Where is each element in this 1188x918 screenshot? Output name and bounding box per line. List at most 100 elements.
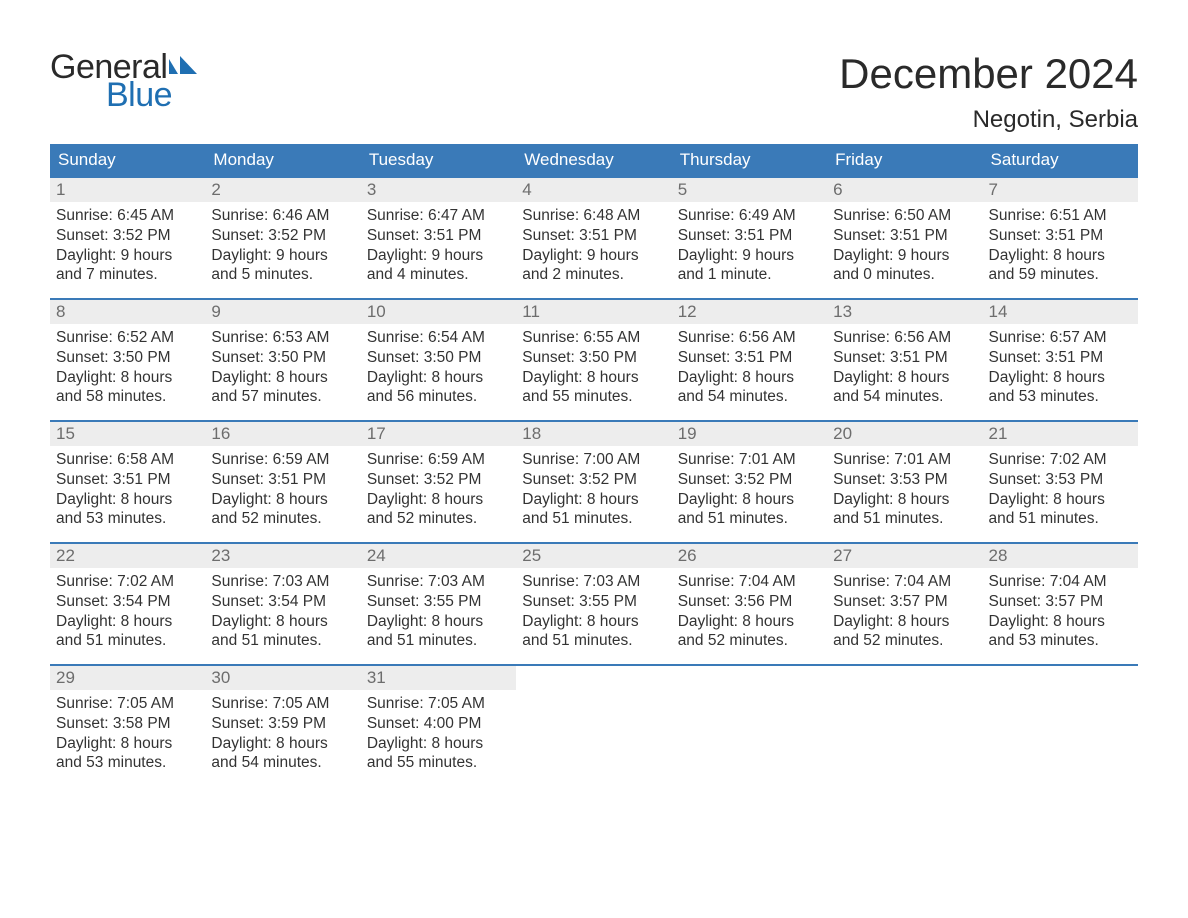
daylight-line-2: and 56 minutes. [367, 387, 510, 407]
day-number: 3 [361, 178, 516, 202]
daylight-line-2: and 51 minutes. [211, 631, 354, 651]
daylight-line-1: Daylight: 8 hours [56, 734, 199, 754]
day-number: 24 [361, 544, 516, 568]
calendar-day: 6Sunrise: 6:50 AMSunset: 3:51 PMDaylight… [827, 178, 982, 298]
calendar-week: 29 Sunrise: 7:05 AM Sunset: 3:58 PMDayligh… [50, 664, 1138, 786]
day-number: 16 [205, 422, 360, 446]
day-details: Sunrise: 6:49 AMSunset: 3:51 PMDaylight:… [672, 202, 827, 295]
day-details: Sunrise: 7:01 AMSunset: 3:53 PMDaylight:… [827, 446, 982, 539]
daylight-line-1: Daylight: 8 hours [989, 612, 1132, 632]
sunset-line: Sunset: 3:52 PM [678, 470, 821, 490]
daylight-line-1: Daylight: 8 hours [522, 368, 665, 388]
sunset-line: Sunset: 3:50 PM [367, 348, 510, 368]
day-details: Sunrise: 6:50 AMSunset: 3:51 PMDaylight:… [827, 202, 982, 295]
sunset-line: Sunset: 3:51 PM [678, 348, 821, 368]
calendar-day: 10Sunrise: 6:54 AMSunset: 3:50 PMDayligh… [361, 300, 516, 420]
calendar-week: 15Sunrise: 6:58 AMSunset: 3:51 PMDayligh… [50, 420, 1138, 542]
sunrise-line: Sunrise: 7:05 AM [367, 694, 510, 714]
calendar-day: 14Sunrise: 6:57 AMSunset: 3:51 PMDayligh… [983, 300, 1138, 420]
daylight-line-1: Daylight: 8 hours [211, 490, 354, 510]
day-number: 27 [827, 544, 982, 568]
sunset-line: Sunset: 4:00 PM [367, 714, 510, 734]
day-details: Sunrise: 6:51 AMSunset: 3:51 PMDaylight:… [983, 202, 1138, 295]
day-details: Sunrise: 7:02 AMSunset: 3:54 PMDaylight:… [50, 568, 205, 661]
sunset-line: Sunset: 3:52 PM [211, 226, 354, 246]
day-details: Sunrise: 7:00 AMSunset: 3:52 PMDaylight:… [516, 446, 671, 539]
calendar-day [672, 666, 827, 786]
sunrise-line: Sunrise: 6:48 AM [522, 206, 665, 226]
day-details: Sunrise: 6:48 AMSunset: 3:51 PMDaylight:… [516, 202, 671, 295]
sunrise-line: Sunrise: 7:02 AM [989, 450, 1132, 470]
daylight-line-1: Daylight: 8 hours [989, 490, 1132, 510]
page-header: General Blue December 2024 Negotin, Serb… [50, 50, 1138, 134]
calendar-day: 30Sunrise: 7:05 AMSunset: 3:59 PMDayligh… [205, 666, 360, 786]
day-number: 21 [983, 422, 1138, 446]
daylight-line-1: Daylight: 8 hours [367, 612, 510, 632]
daylight-line-2: and 51 minutes. [522, 509, 665, 529]
sunrise-line: Sunrise: 6:56 AM [833, 328, 976, 348]
sunset-line: Sunset: 3:51 PM [989, 348, 1132, 368]
day-details: Sunrise: 6:46 AMSunset: 3:52 PMDaylight:… [205, 202, 360, 295]
calendar-day: 8Sunrise: 6:52 AMSunset: 3:50 PMDaylight… [50, 300, 205, 420]
day-details: Sunrise: 7:02 AMSunset: 3:53 PMDaylight:… [983, 446, 1138, 539]
sunset-line: Sunset: 3:54 PM [211, 592, 354, 612]
day-details: Sunrise: 7:04 AMSunset: 3:56 PMDaylight:… [672, 568, 827, 661]
daylight-line-2: and 51 minutes. [367, 631, 510, 651]
dow-tuesday: Tuesday [361, 144, 516, 176]
daylight-line-2: and 51 minutes. [56, 631, 199, 651]
sunset-line: Sunset: 3:51 PM [367, 226, 510, 246]
sunset-line: Sunset: 3:54 PM [56, 592, 199, 612]
daylight-line-2: and 55 minutes. [367, 753, 510, 773]
sunrise-line: Sunrise: 7:03 AM [367, 572, 510, 592]
sunset-line: Sunset: 3:59 PM [211, 714, 354, 734]
day-details: Sunrise: 6:56 AMSunset: 3:51 PMDaylight:… [672, 324, 827, 417]
calendar-day: 9Sunrise: 6:53 AMSunset: 3:50 PMDaylight… [205, 300, 360, 420]
day-number: 6 [827, 178, 982, 202]
calendar-day: 28Sunrise: 7:04 AMSunset: 3:57 PMDayligh… [983, 544, 1138, 664]
sunrise-line: Sunrise: 7:03 AM [211, 572, 354, 592]
day-details: Sunrise: 6:59 AMSunset: 3:52 PMDaylight:… [361, 446, 516, 539]
day-details: Sunrise: 6:55 AMSunset: 3:50 PMDaylight:… [516, 324, 671, 417]
sunset-line: Sunset: 3:53 PM [833, 470, 976, 490]
dow-friday: Friday [827, 144, 982, 176]
day-details: Sunrise: 6:56 AMSunset: 3:51 PMDaylight:… [827, 324, 982, 417]
calendar-grid: Sunday Monday Tuesday Wednesday Thursday… [50, 144, 1138, 786]
sunrise-line: Sunrise: 6:57 AM [989, 328, 1132, 348]
calendar-week: 8Sunrise: 6:52 AMSunset: 3:50 PMDaylight… [50, 298, 1138, 420]
calendar-day: 26Sunrise: 7:04 AMSunset: 3:56 PMDayligh… [672, 544, 827, 664]
sunset-line: Sunset: 3:52 PM [367, 470, 510, 490]
day-number: 25 [516, 544, 671, 568]
day-number: 28 [983, 544, 1138, 568]
day-number: 30 [205, 666, 360, 690]
day-number: 22 [50, 544, 205, 568]
sunset-line: Sunset: 3:51 PM [833, 226, 976, 246]
daylight-line-1: Daylight: 8 hours [56, 368, 199, 388]
daylight-line-2: and 51 minutes. [522, 631, 665, 651]
dow-saturday: Saturday [983, 144, 1138, 176]
sunrise-line: Sunrise: 6:53 AM [211, 328, 354, 348]
daylight-line-1: Daylight: 8 hours [367, 490, 510, 510]
sunrise-line: Sunrise: 7:01 AM [833, 450, 976, 470]
sunrise-line: Sunrise: 6:49 AM [678, 206, 821, 226]
calendar-day [516, 666, 671, 786]
day-number: 29 [50, 666, 205, 690]
daylight-line-1: Daylight: 9 hours [56, 246, 199, 266]
sunrise-line: Sunrise: 6:59 AM [367, 450, 510, 470]
daylight-line-2: and 53 minutes. [989, 631, 1132, 651]
sunset-line: Sunset: 3:57 PM [989, 592, 1132, 612]
sunrise-line: Sunrise: 7:02 AM [56, 572, 199, 592]
day-details: Sunrise: 6:52 AMSunset: 3:50 PMDaylight:… [50, 324, 205, 417]
daylight-line-2: and 59 minutes. [989, 265, 1132, 285]
sunset-line: Sunset: 3:58 PM [56, 714, 199, 734]
daylight-line-2: and 52 minutes. [367, 509, 510, 529]
calendar-day: 5Sunrise: 6:49 AMSunset: 3:51 PMDaylight… [672, 178, 827, 298]
calendar-day: 4Sunrise: 6:48 AMSunset: 3:51 PMDaylight… [516, 178, 671, 298]
calendar-day [983, 666, 1138, 786]
day-number: 12 [672, 300, 827, 324]
day-details: Sunrise: 6:58 AMSunset: 3:51 PMDaylight:… [50, 446, 205, 539]
calendar-day: 18Sunrise: 7:00 AMSunset: 3:52 PMDayligh… [516, 422, 671, 542]
calendar-day: 25Sunrise: 7:03 AMSunset: 3:55 PMDayligh… [516, 544, 671, 664]
sunrise-line: Sunrise: 6:50 AM [833, 206, 976, 226]
daylight-line-1: Daylight: 9 hours [678, 246, 821, 266]
day-number: 9 [205, 300, 360, 324]
